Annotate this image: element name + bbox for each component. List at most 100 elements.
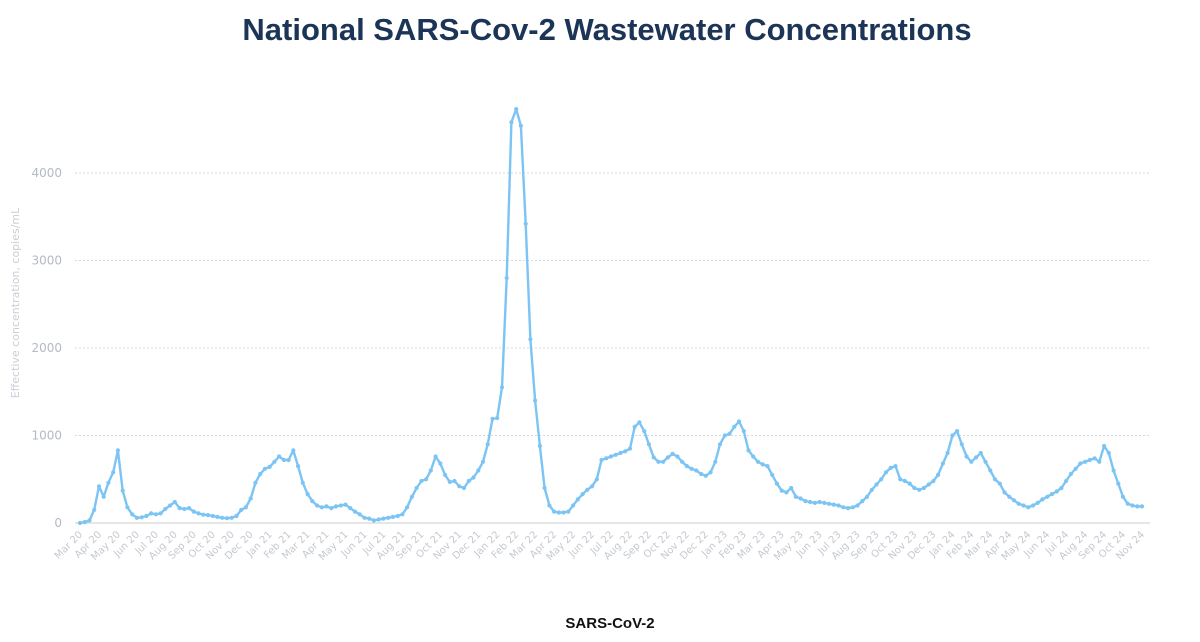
data-point bbox=[115, 448, 120, 453]
data-point bbox=[196, 511, 201, 516]
data-point bbox=[163, 506, 168, 512]
data-point bbox=[386, 515, 391, 520]
data-point bbox=[713, 459, 718, 464]
data-point bbox=[547, 503, 552, 508]
data-point bbox=[699, 471, 704, 477]
data-point bbox=[357, 512, 362, 517]
data-point bbox=[651, 455, 656, 460]
data-point bbox=[1021, 503, 1026, 508]
data-point bbox=[694, 468, 699, 473]
data-point bbox=[490, 416, 495, 421]
data-point bbox=[580, 492, 585, 497]
data-point bbox=[533, 398, 538, 403]
data-point bbox=[808, 499, 813, 505]
data-point bbox=[1116, 481, 1121, 486]
data-point bbox=[158, 511, 163, 516]
data-point bbox=[770, 472, 775, 477]
data-point bbox=[556, 510, 561, 515]
data-point bbox=[390, 514, 395, 520]
data-point bbox=[789, 485, 794, 491]
data-point bbox=[1002, 490, 1007, 495]
data-point bbox=[846, 506, 851, 511]
data-point bbox=[1111, 468, 1116, 473]
data-point bbox=[992, 477, 998, 482]
data-point bbox=[319, 505, 324, 510]
chart-title: National SARS-Cov-2 Wastewater Concentra… bbox=[242, 12, 971, 47]
data-point bbox=[101, 494, 106, 499]
data-point bbox=[424, 477, 429, 482]
data-point bbox=[827, 501, 832, 506]
data-point bbox=[902, 478, 908, 484]
data-point bbox=[566, 509, 571, 514]
data-point bbox=[1102, 443, 1107, 449]
data-point bbox=[665, 455, 671, 460]
data-point bbox=[784, 490, 789, 495]
data-point bbox=[277, 454, 282, 459]
data-point bbox=[561, 510, 566, 515]
data-point bbox=[642, 429, 647, 434]
data-point bbox=[945, 450, 950, 456]
data-point bbox=[343, 502, 348, 507]
data-point bbox=[850, 505, 855, 510]
data-point bbox=[751, 454, 756, 459]
data-point bbox=[504, 275, 509, 281]
data-point bbox=[248, 496, 253, 501]
data-point bbox=[1068, 471, 1073, 477]
data-point bbox=[732, 424, 737, 429]
data-point bbox=[883, 470, 889, 475]
data-point bbox=[272, 459, 277, 464]
data-point bbox=[746, 448, 751, 453]
data-point bbox=[229, 515, 234, 520]
data-point bbox=[471, 475, 476, 480]
data-point bbox=[646, 442, 652, 447]
data-point bbox=[485, 442, 490, 447]
data-point bbox=[869, 487, 874, 492]
data-point bbox=[291, 448, 296, 453]
data-point bbox=[457, 484, 462, 489]
data-point bbox=[395, 513, 400, 519]
data-point bbox=[352, 509, 358, 514]
data-point bbox=[670, 451, 675, 456]
data-point bbox=[262, 466, 267, 471]
data-point bbox=[168, 503, 173, 508]
data-point bbox=[926, 482, 931, 487]
data-point bbox=[1049, 492, 1054, 497]
data-point bbox=[599, 457, 604, 463]
data-point bbox=[779, 488, 784, 493]
data-point bbox=[589, 484, 595, 489]
data-point bbox=[367, 516, 372, 521]
data-point bbox=[381, 516, 386, 521]
data-point bbox=[571, 503, 576, 508]
data-point bbox=[1035, 500, 1040, 505]
data-point bbox=[1135, 504, 1140, 509]
data-point bbox=[822, 500, 827, 505]
data-point bbox=[623, 449, 628, 454]
data-point bbox=[1087, 457, 1092, 463]
data-point bbox=[87, 518, 92, 523]
data-point bbox=[940, 461, 946, 466]
data-point bbox=[727, 431, 732, 436]
data-point bbox=[495, 415, 500, 421]
data-point bbox=[936, 472, 941, 477]
y-tick-label: 0 bbox=[54, 516, 62, 530]
data-point bbox=[613, 452, 618, 457]
data-point bbox=[499, 385, 505, 390]
data-point bbox=[201, 512, 206, 517]
data-point bbox=[1130, 503, 1135, 508]
data-point bbox=[717, 442, 723, 447]
data-point bbox=[1007, 494, 1012, 499]
data-point bbox=[1045, 494, 1050, 499]
data-point bbox=[618, 450, 623, 456]
data-point bbox=[409, 494, 414, 499]
data-point bbox=[461, 485, 467, 491]
data-point bbox=[921, 485, 927, 491]
legend-series-name: SARS-CoV-2 bbox=[565, 615, 654, 632]
data-point bbox=[632, 424, 637, 429]
data-point bbox=[585, 487, 590, 492]
data-point bbox=[736, 419, 742, 424]
data-point bbox=[315, 503, 320, 508]
data-point bbox=[428, 468, 433, 473]
data-point bbox=[1026, 505, 1031, 510]
